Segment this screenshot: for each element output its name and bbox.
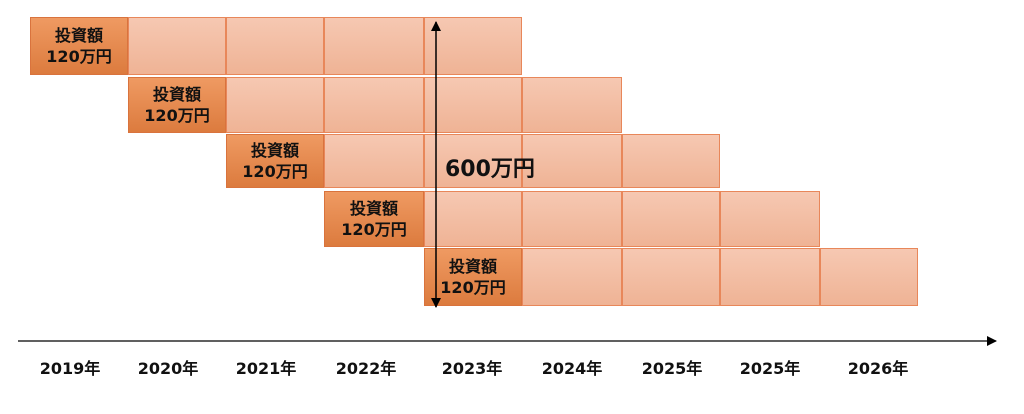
holding-cell [226, 17, 324, 75]
year-label: 2025年 [739, 359, 801, 378]
investment-label: 投資額 [250, 141, 299, 160]
holding-cell [622, 248, 720, 306]
investment-label: 投資額 [152, 85, 201, 104]
investment-box: 投資額 120万円 [30, 17, 128, 75]
investment-label: 投資額 [349, 199, 398, 218]
holding-cell [720, 191, 820, 247]
holding-cell [522, 77, 622, 133]
total-amount-label: 600万円 [445, 157, 535, 182]
year-label: 2019年 [39, 359, 101, 378]
year-label: 2025年 [641, 359, 703, 378]
year-label: 2021年 [235, 359, 297, 378]
holding-cell [622, 191, 720, 247]
investment-amount: 120万円 [341, 220, 407, 239]
holding-cell [128, 17, 226, 75]
year-label: 2022年 [335, 359, 397, 378]
year-label: 2024年 [541, 359, 603, 378]
investment-amount: 120万円 [440, 278, 506, 297]
year-label: 2026年 [847, 359, 909, 378]
investment-label: 投資額 [54, 26, 103, 45]
holding-cell [622, 134, 720, 188]
year-label: 2023年 [441, 359, 503, 378]
investment-amount: 120万円 [144, 106, 210, 125]
investment-box: 投資額 120万円 [324, 191, 424, 247]
investment-label: 投資額 [448, 257, 497, 276]
holding-cell [522, 134, 622, 188]
holding-cell [522, 191, 622, 247]
holding-cell [324, 134, 424, 188]
holding-cell [522, 248, 622, 306]
holding-cell [820, 248, 918, 306]
holding-cell [720, 248, 820, 306]
investment-amount: 120万円 [46, 47, 112, 66]
investment-amount: 120万円 [242, 162, 308, 181]
holding-cell [226, 77, 324, 133]
holding-cell [324, 77, 424, 133]
year-label: 2020年 [137, 359, 199, 378]
holding-cell [324, 17, 424, 75]
investment-box: 投資額 120万円 [226, 134, 324, 188]
investment-box: 投資額 120万円 [128, 77, 226, 133]
